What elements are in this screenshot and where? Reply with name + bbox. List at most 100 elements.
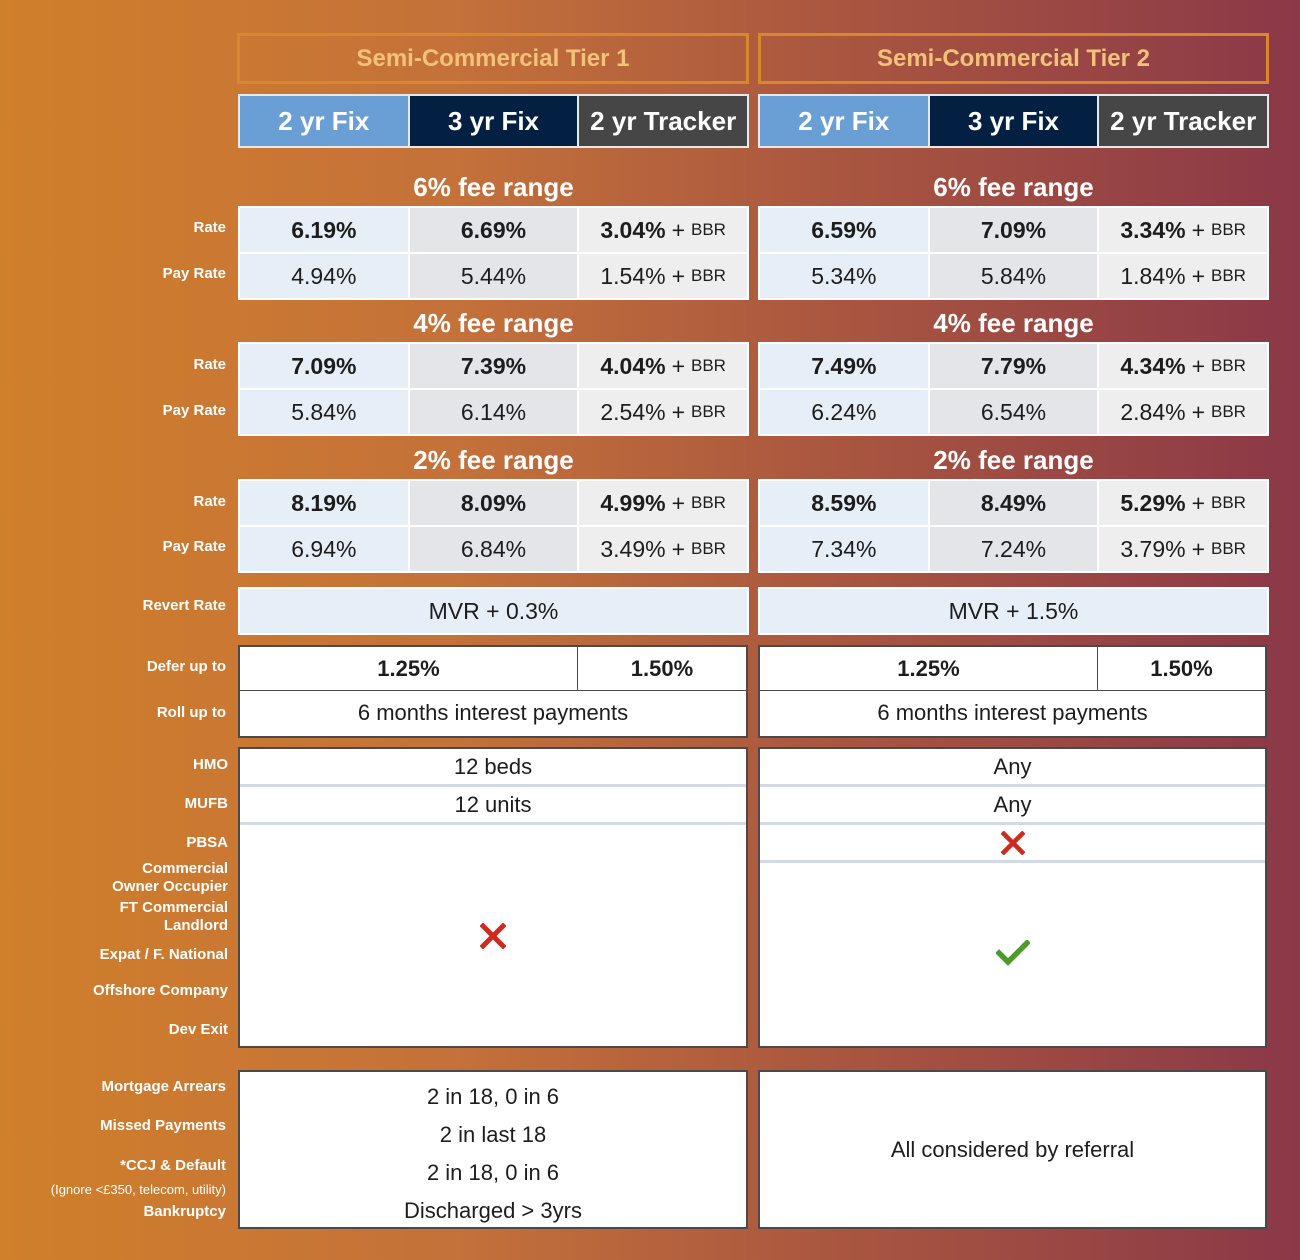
mufb-value: 12 units [240, 787, 746, 825]
bbr: BBR [1211, 266, 1246, 285]
tier-2-fee-4-grid: 7.49% 7.79% 4.34% + BBR 6.24% 6.54% 2.84% +… [758, 342, 1269, 436]
fee-range-heading: 2% fee range [933, 445, 1094, 475]
defer-value: 1.25% [760, 647, 1098, 690]
hmo-value: 12 beds [240, 749, 746, 787]
rate-value: 3.49% [600, 535, 666, 562]
pbsa-cell [760, 825, 1265, 863]
label-pbsa: PBSA [186, 834, 228, 851]
bbr: BBR [1211, 539, 1246, 558]
pay-rate-cell: 6.94% [240, 527, 408, 571]
rate-value: 2.84% [1120, 398, 1186, 425]
label-hmo: HMO [193, 756, 228, 773]
rate-value: 1.84% [1120, 262, 1186, 289]
label-rate-2: Rate [193, 493, 226, 510]
tab-2yr-fix[interactable]: 2 yr Fix [240, 96, 410, 146]
check-icon [995, 940, 1030, 966]
tier-2-fee-6-grid: 6.59% 7.09% 3.34% + BBR 5.34% 5.84% 1.84% +… [758, 206, 1269, 300]
plus: + [1191, 398, 1205, 425]
bbr: BBR [691, 356, 726, 375]
label-pay-rate-6: Pay Rate [162, 265, 226, 282]
rate-cell: 7.49% [760, 344, 928, 388]
bbr: BBR [1211, 356, 1246, 375]
mortgage-arrears-value: 2 in 18, 0 in 6 [426, 1084, 560, 1109]
defer-row: 1.25% 1.50% [240, 647, 746, 691]
tab-2yr-tracker[interactable]: 2 yr Tracker [1099, 96, 1268, 146]
ccj-value: 2 in 18, 0 in 6 [426, 1160, 560, 1185]
tab-3yr-fix[interactable]: 3 yr Fix [929, 96, 1100, 146]
label-offshore: Offshore Company [92, 982, 228, 999]
plus: + [1191, 216, 1205, 243]
rate-value: 3.79% [1120, 535, 1186, 562]
rate-cell-tracker: 5.29% + BBR [1099, 481, 1267, 525]
label-pay-rate-4: Pay Rate [162, 402, 226, 419]
pay-rate-cell: 4.94% [240, 254, 408, 298]
rate-cell: 8.19% [240, 481, 408, 525]
mufb-value: Any [760, 787, 1265, 825]
label-bankruptcy: Bankruptcy [143, 1203, 226, 1220]
defer-row: 1.25% 1.50% [760, 647, 1265, 691]
plus: + [1191, 535, 1205, 562]
label-mufb: MUFB [184, 795, 228, 812]
rate-cell: 6.59% [760, 208, 928, 252]
roll-up-value: 6 months interest payments [357, 700, 629, 725]
tier-1-fee-6-grid: 6.19% 6.69% 3.04% + BBR 4.94% 5.44% 1.54% +… [238, 206, 749, 300]
cross-icon [1000, 830, 1025, 855]
tier-1-credit-box: 2 in 18, 0 in 6 2 in last 18 2 in 18, 0 … [238, 1070, 748, 1229]
label-ft-commercial-landlord: FT Commercial Landlord [18, 899, 228, 935]
tier-2-credit-box: All considered by referral [758, 1070, 1267, 1229]
rate-cell-tracker: 3.04% + BBR [579, 208, 747, 252]
label-line: Landlord [163, 917, 228, 934]
rate-value: 3.04% [600, 216, 666, 243]
pay-rate-cell-tracker: 2.54% + BBR [579, 390, 747, 434]
tab-2yr-tracker[interactable]: 2 yr Tracker [579, 96, 748, 146]
tier-1-title: Semi-Commercial Tier 1 [237, 33, 749, 84]
missed-payments-value: 2 in last 18 [439, 1122, 547, 1147]
bbr: BBR [691, 266, 726, 285]
label-commercial-owner-occupier: Commercial Owner Occupier [18, 860, 228, 896]
bbr: BBR [1211, 220, 1246, 239]
bbr: BBR [691, 539, 726, 558]
tier-2-defer-roll-box: 1.25% 1.50% 6 months interest payments [758, 645, 1267, 738]
defer-value: 1.25% [240, 647, 578, 690]
plus: + [1191, 262, 1205, 289]
tab-2yr-fix[interactable]: 2 yr Fix [760, 96, 930, 146]
pay-rate-cell-tracker: 1.54% + BBR [579, 254, 747, 298]
tier-1-fee-2-grid: 8.19% 8.09% 4.99% + BBR 6.94% 6.84% 3.49% +… [238, 479, 749, 573]
label-line: FT Commercial [119, 899, 228, 916]
rate-cell: 8.49% [929, 481, 1098, 525]
rate-cell-tracker: 4.34% + BBR [1099, 344, 1267, 388]
label-line: Commercial [142, 860, 228, 877]
label-ccj: *CCJ & Default [120, 1157, 226, 1174]
label-rate-4: Rate [193, 356, 226, 373]
plus: + [1191, 352, 1205, 379]
tier-1-revert-rate: MVR + 0.3% [238, 587, 749, 635]
pay-rate-cell-tracker: 3.79% + BBR [1099, 527, 1267, 571]
plus: + [671, 535, 685, 562]
plus: + [671, 398, 685, 425]
rate-cell: 7.39% [409, 344, 578, 388]
rate-value: 1.54% [600, 262, 666, 289]
label-missed-payments: Missed Payments [100, 1117, 226, 1134]
tier-1-property-box: 12 beds 12 units [238, 747, 748, 1048]
pay-rate-cell: 6.14% [409, 390, 578, 434]
fee-range-heading: 4% fee range [933, 308, 1094, 338]
tab-3yr-fix[interactable]: 3 yr Fix [409, 96, 580, 146]
rate-cell-tracker: 4.04% + BBR [579, 344, 747, 388]
rate-cell: 6.19% [240, 208, 408, 252]
plus: + [671, 216, 685, 243]
fee-range-heading: 6% fee range [933, 172, 1094, 202]
pay-rate-cell: 5.84% [929, 254, 1098, 298]
label-roll-up: Roll up to [156, 704, 226, 721]
label-dev-exit: Dev Exit [168, 1021, 228, 1038]
plus: + [671, 352, 685, 379]
rate-value: 3.34% [1120, 216, 1186, 243]
not-allowed-cell [240, 825, 746, 1046]
rate-value: 5.29% [1120, 489, 1186, 516]
rate-value: 4.99% [600, 489, 666, 516]
tier-2-property-box: Any Any [758, 747, 1267, 1048]
plus: + [671, 262, 685, 289]
label-defer: Defer up to [146, 658, 226, 675]
rate-cell: 6.69% [409, 208, 578, 252]
pay-rate-cell-tracker: 2.84% + BBR [1099, 390, 1267, 434]
rate-cell: 8.59% [760, 481, 928, 525]
